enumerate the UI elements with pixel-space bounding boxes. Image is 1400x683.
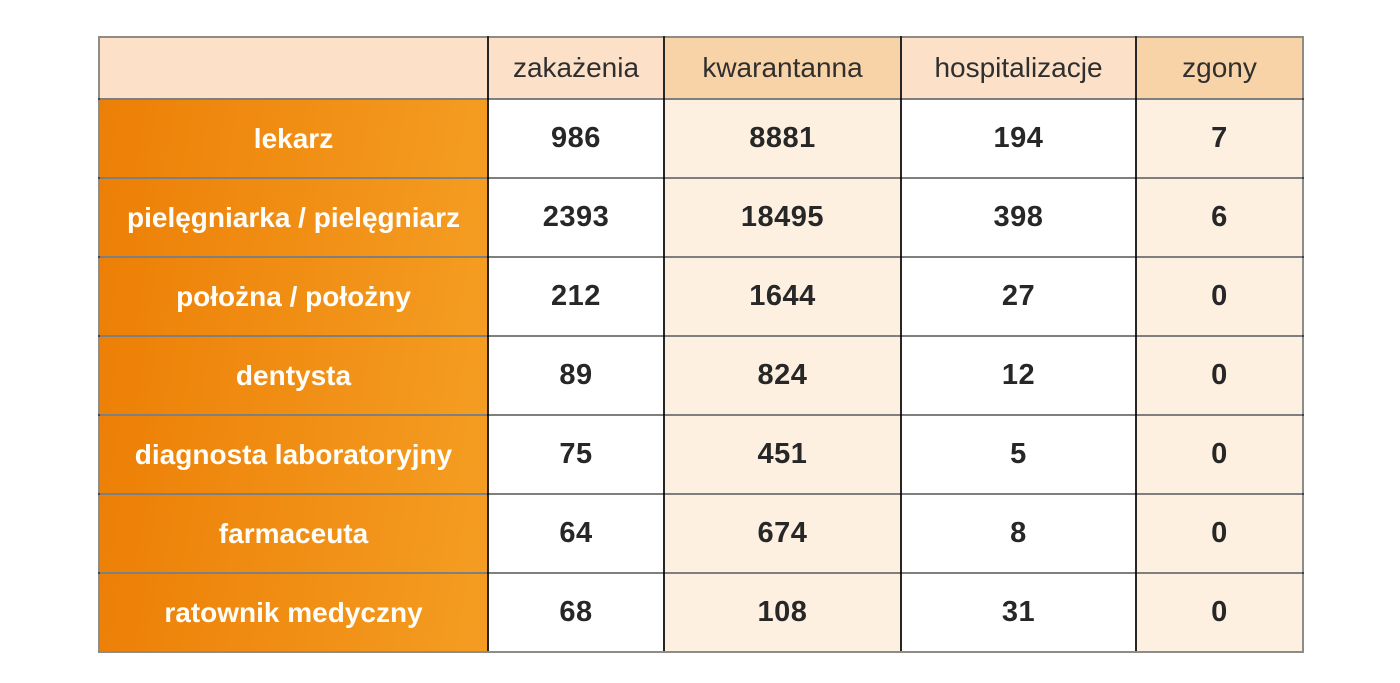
value-cell: 986 (487, 98, 665, 179)
value-cell: 5 (900, 414, 1137, 495)
value-cell: 0 (1135, 493, 1304, 574)
row-label: dentysta (98, 335, 489, 416)
value-cell: 31 (900, 572, 1137, 653)
value-cell: 12 (900, 335, 1137, 416)
medical-staff-covid-table: zakażenia kwarantanna hospitalizacje zgony … (98, 36, 1304, 653)
row-label: farmaceuta (98, 493, 489, 574)
table-row: pielęgniarka / pielęgniarz 2393 18495 398 6 (98, 177, 1304, 258)
header-row: zakażenia kwarantanna hospitalizacje zgony (98, 36, 1304, 100)
value-cell: 8 (900, 493, 1137, 574)
column-header: zakażenia (487, 36, 665, 100)
value-cell: 398 (900, 177, 1137, 258)
column-header: hospitalizacje (900, 36, 1137, 100)
table-row: położna / położny 212 1644 27 0 (98, 256, 1304, 337)
value-cell: 75 (487, 414, 665, 495)
row-label: lekarz (98, 98, 489, 179)
table-row: lekarz 986 8881 194 7 (98, 98, 1304, 179)
value-cell: 674 (663, 493, 902, 574)
value-cell: 0 (1135, 572, 1304, 653)
row-label: diagnosta laboratoryjny (98, 414, 489, 495)
value-cell: 64 (487, 493, 665, 574)
value-cell: 68 (487, 572, 665, 653)
row-label: położna / położny (98, 256, 489, 337)
value-cell: 8881 (663, 98, 902, 179)
value-cell: 212 (487, 256, 665, 337)
row-label: pielęgniarka / pielęgniarz (98, 177, 489, 258)
row-label: ratownik medyczny (98, 572, 489, 653)
value-cell: 7 (1135, 98, 1304, 179)
table-body: lekarz 986 8881 194 7 pielęgniarka / pielęgni… (98, 98, 1304, 653)
value-cell: 6 (1135, 177, 1304, 258)
table-row: ratownik medyczny 68 108 31 0 (98, 572, 1304, 653)
value-cell: 824 (663, 335, 902, 416)
value-cell: 2393 (487, 177, 665, 258)
column-header: zgony (1135, 36, 1304, 100)
header-empty-cell (98, 36, 489, 100)
column-header: kwarantanna (663, 36, 902, 100)
value-cell: 194 (900, 98, 1137, 179)
value-cell: 27 (900, 256, 1137, 337)
value-cell: 1644 (663, 256, 902, 337)
value-cell: 0 (1135, 256, 1304, 337)
value-cell: 0 (1135, 335, 1304, 416)
value-cell: 18495 (663, 177, 902, 258)
value-cell: 89 (487, 335, 665, 416)
table-row: farmaceuta 64 674 8 0 (98, 493, 1304, 574)
table-row: diagnosta laboratoryjny 75 451 5 0 (98, 414, 1304, 495)
value-cell: 451 (663, 414, 902, 495)
table-row: dentysta 89 824 12 0 (98, 335, 1304, 416)
value-cell: 108 (663, 572, 902, 653)
value-cell: 0 (1135, 414, 1304, 495)
